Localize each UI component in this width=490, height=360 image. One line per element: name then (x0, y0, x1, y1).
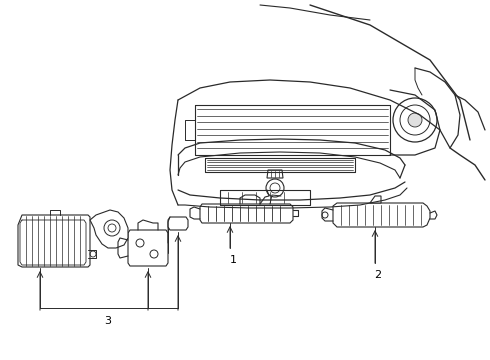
Polygon shape (267, 170, 283, 178)
Circle shape (408, 113, 422, 127)
Polygon shape (370, 196, 381, 203)
Text: 3: 3 (104, 316, 112, 326)
Polygon shape (128, 230, 168, 266)
Polygon shape (168, 217, 188, 230)
Polygon shape (333, 203, 430, 227)
Text: 1: 1 (229, 255, 237, 265)
Polygon shape (18, 215, 90, 267)
Polygon shape (90, 210, 128, 248)
Polygon shape (200, 204, 293, 223)
Text: 2: 2 (374, 270, 382, 280)
